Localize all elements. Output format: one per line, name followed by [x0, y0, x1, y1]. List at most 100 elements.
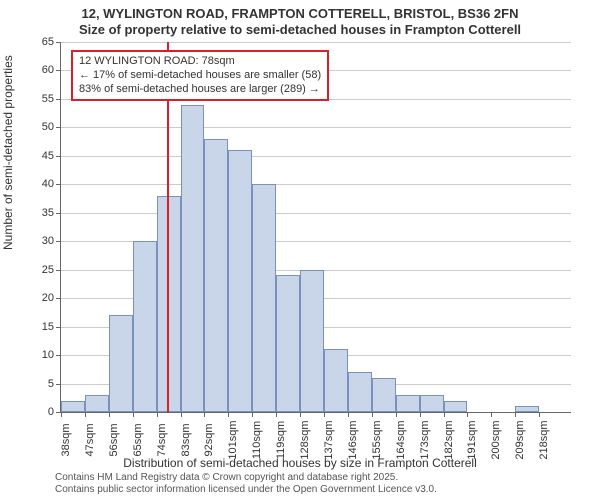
gridline — [61, 42, 571, 43]
y-tick-mark — [56, 384, 61, 385]
y-tick-label: 55 — [14, 93, 54, 105]
y-tick-mark — [56, 127, 61, 128]
histogram-bar — [276, 275, 300, 412]
x-tick-label: 47sqm — [84, 423, 96, 456]
y-tick-mark — [56, 241, 61, 242]
histogram-bar — [396, 395, 420, 412]
x-tick-label: 119sqm — [275, 421, 287, 459]
x-tick-mark — [300, 412, 301, 417]
y-tick-label: 60 — [14, 64, 54, 76]
histogram-bar — [133, 241, 157, 412]
x-tick-mark — [348, 412, 349, 417]
histogram-bar — [300, 270, 324, 412]
histogram-bar — [372, 378, 396, 412]
plot-area: 12 WYLINGTON ROAD: 78sqm← 17% of semi-de… — [60, 42, 571, 413]
histogram-bar — [515, 406, 539, 412]
y-tick-mark — [56, 298, 61, 299]
y-tick-mark — [56, 355, 61, 356]
x-tick-label: 56sqm — [108, 423, 120, 456]
x-tick-mark — [252, 412, 253, 417]
histogram-bar — [228, 150, 252, 412]
annotation-line2: ← 17% of semi-detached houses are smalle… — [79, 69, 321, 83]
annotation-line3: 83% of semi-detached houses are larger (… — [79, 83, 321, 97]
histogram-bar — [109, 315, 133, 412]
x-tick-label: 164sqm — [395, 420, 407, 459]
x-tick-mark — [515, 412, 516, 417]
x-tick-mark — [157, 412, 158, 417]
x-tick-label: 191sqm — [466, 420, 478, 459]
annotation-line1: 12 WYLINGTON ROAD: 78sqm — [79, 55, 321, 69]
histogram-bar — [348, 372, 372, 412]
x-tick-label: 83sqm — [180, 423, 192, 456]
y-tick-label: 40 — [14, 178, 54, 190]
histogram-bar — [85, 395, 109, 412]
x-tick-label: 74sqm — [156, 423, 168, 456]
histogram-bar — [181, 105, 205, 412]
footnote-line2: Contains public sector information licen… — [55, 484, 437, 496]
x-tick-mark — [228, 412, 229, 417]
histogram-bar — [61, 401, 85, 412]
y-tick-label: 15 — [14, 321, 54, 333]
histogram-bar — [444, 401, 468, 412]
x-tick-mark — [467, 412, 468, 417]
y-axis-label: Number of semi-detached properties — [1, 55, 15, 250]
y-tick-label: 65 — [14, 36, 54, 48]
gridline — [61, 213, 571, 214]
x-tick-mark — [372, 412, 373, 417]
chart-title-line2: Size of property relative to semi-detach… — [0, 22, 600, 37]
y-tick-label: 30 — [14, 235, 54, 247]
x-tick-label: 209sqm — [514, 420, 526, 459]
annotation-box: 12 WYLINGTON ROAD: 78sqm← 17% of semi-de… — [71, 50, 329, 101]
y-tick-label: 25 — [14, 264, 54, 276]
x-tick-label: 200sqm — [490, 420, 502, 459]
y-tick-mark — [56, 70, 61, 71]
histogram-bar — [204, 139, 228, 412]
x-tick-mark — [109, 412, 110, 417]
x-tick-label: 173sqm — [419, 420, 431, 459]
x-tick-mark — [396, 412, 397, 417]
y-tick-label: 50 — [14, 121, 54, 133]
x-tick-label: 92sqm — [203, 423, 215, 456]
footnote-line1: Contains HM Land Registry data © Crown c… — [55, 472, 437, 484]
histogram-bar — [420, 395, 444, 412]
y-tick-mark — [56, 213, 61, 214]
x-tick-mark — [444, 412, 445, 417]
x-tick-label: 146sqm — [347, 420, 359, 459]
x-tick-mark — [539, 412, 540, 417]
x-tick-mark — [324, 412, 325, 417]
x-tick-label: 137sqm — [323, 420, 335, 459]
x-tick-label: 110sqm — [251, 421, 263, 459]
y-tick-mark — [56, 270, 61, 271]
chart-title-line1: 12, WYLINGTON ROAD, FRAMPTON COTTERELL, … — [0, 6, 600, 21]
y-tick-mark — [56, 184, 61, 185]
y-tick-label: 45 — [14, 150, 54, 162]
histogram-bar — [324, 349, 348, 412]
histogram-bar — [252, 184, 276, 412]
gridline — [61, 184, 571, 185]
x-tick-label: 128sqm — [299, 420, 311, 459]
gridline — [61, 156, 571, 157]
y-tick-label: 10 — [14, 349, 54, 361]
x-tick-mark — [420, 412, 421, 417]
x-tick-label: 38sqm — [60, 423, 72, 456]
x-tick-label: 101sqm — [227, 420, 239, 459]
histogram-chart: 12, WYLINGTON ROAD, FRAMPTON COTTERELL, … — [0, 0, 600, 500]
y-tick-label: 20 — [14, 292, 54, 304]
x-tick-label: 218sqm — [538, 420, 550, 459]
x-tick-mark — [133, 412, 134, 417]
x-tick-mark — [491, 412, 492, 417]
x-tick-mark — [276, 412, 277, 417]
x-tick-mark — [204, 412, 205, 417]
x-tick-label: 65sqm — [132, 423, 144, 456]
chart-footnote: Contains HM Land Registry data © Crown c… — [55, 472, 437, 496]
y-tick-mark — [56, 42, 61, 43]
y-tick-label: 0 — [14, 406, 54, 418]
x-tick-label: 182sqm — [443, 420, 455, 459]
y-tick-mark — [56, 99, 61, 100]
gridline — [61, 127, 571, 128]
y-tick-label: 35 — [14, 207, 54, 219]
y-tick-mark — [56, 156, 61, 157]
y-tick-mark — [56, 327, 61, 328]
x-tick-label: 155sqm — [371, 420, 383, 459]
x-axis-label: Distribution of semi-detached houses by … — [0, 456, 600, 470]
